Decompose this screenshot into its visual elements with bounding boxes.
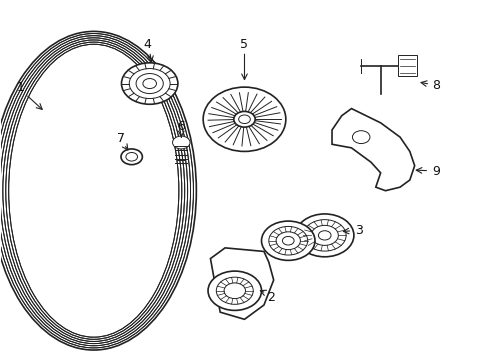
Ellipse shape <box>295 214 353 257</box>
Text: 9: 9 <box>432 165 440 177</box>
Ellipse shape <box>207 271 261 310</box>
Ellipse shape <box>0 31 196 350</box>
Text: 2: 2 <box>267 291 275 305</box>
Text: 6: 6 <box>177 120 185 133</box>
Ellipse shape <box>233 111 255 127</box>
Text: 8: 8 <box>432 79 440 92</box>
Ellipse shape <box>261 221 314 260</box>
Polygon shape <box>210 248 273 319</box>
FancyBboxPatch shape <box>397 55 416 76</box>
Text: 4: 4 <box>143 38 151 51</box>
Text: 5: 5 <box>240 38 248 51</box>
Text: 3: 3 <box>354 224 362 237</box>
Ellipse shape <box>172 136 190 149</box>
Ellipse shape <box>121 149 142 165</box>
Text: 7: 7 <box>116 132 124 145</box>
Ellipse shape <box>203 87 285 152</box>
Polygon shape <box>331 109 414 191</box>
Text: 1: 1 <box>17 81 25 94</box>
Ellipse shape <box>121 63 178 104</box>
Circle shape <box>352 131 369 144</box>
